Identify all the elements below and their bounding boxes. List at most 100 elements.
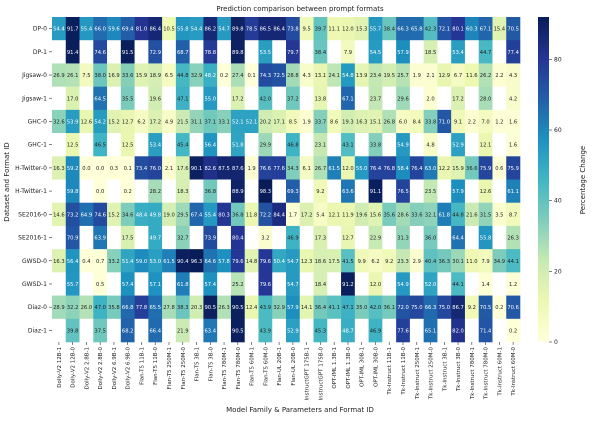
cell-value-label: 18.4 <box>315 282 327 288</box>
cell-value-label: 57.8 <box>218 259 230 265</box>
cell-value-label: 54.4 <box>191 27 203 33</box>
cell-value-label: 4.3 <box>303 73 311 79</box>
cell-value-label: 26.8 <box>383 119 395 125</box>
cell-value-label: 74.6 <box>94 50 106 56</box>
heatmap-cell <box>341 179 356 204</box>
cell-value-label: 47.0 <box>94 305 106 311</box>
cell-value-label: 28.9 <box>53 305 65 311</box>
cell-value-label: 60.3 <box>466 27 478 33</box>
cell-value-label: 12.7 <box>122 119 134 125</box>
cell-value-label: 65.5 <box>149 305 161 311</box>
cell-value-label: 23.7 <box>370 96 382 102</box>
cell-value-label: 36.1 <box>383 305 395 311</box>
cell-value-label: 7.9 <box>344 50 352 56</box>
heatmap-cell <box>506 225 521 250</box>
cell-value-label: 8.6 <box>330 119 338 125</box>
cell-value-label: 57.1 <box>149 282 161 288</box>
heatmap-cell <box>65 40 80 64</box>
heatmap-cell <box>148 40 163 64</box>
heatmap-cell <box>107 133 122 157</box>
cell-value-label: 54.9 <box>397 143 409 149</box>
row-label: GHC-0 <box>28 118 48 125</box>
cell-value-label: 12.6 <box>480 189 492 195</box>
heatmap-cell <box>162 249 177 273</box>
heatmap-cell <box>272 318 287 343</box>
heatmap-cell <box>313 156 328 180</box>
heatmap-cell <box>52 133 67 157</box>
cell-value-label: 70.6 <box>507 305 519 311</box>
cell-value-label: 91.4 <box>67 50 79 56</box>
row-label: SE2016-1 <box>18 235 47 242</box>
column-label: InstructGPT 175B-1 <box>305 347 311 401</box>
cell-value-label: 87.5 <box>218 166 230 172</box>
cell-value-label: 63.6 <box>342 189 354 195</box>
cell-value-label: 21.9 <box>177 328 189 334</box>
heatmap-cell <box>79 295 94 320</box>
heatmap-cell <box>354 249 369 273</box>
heatmap-cell <box>244 40 259 64</box>
heatmap-cell <box>134 17 149 41</box>
cell-value-label: 57.9 <box>452 189 464 195</box>
cell-value-label: 79.6 <box>260 259 272 265</box>
heatmap-cell <box>327 249 342 273</box>
heatmap-cell <box>368 202 383 227</box>
cell-value-label: 73.2 <box>67 212 79 218</box>
column-label: Dolly-V2 12B-0 <box>71 347 77 388</box>
heatmap-cell <box>437 156 452 180</box>
heatmap-cell <box>65 86 80 111</box>
cell-value-label: 0.2 <box>124 189 132 195</box>
heatmap-cell <box>396 318 411 343</box>
heatmap-cell <box>120 86 135 111</box>
cell-value-label: 13.8 <box>315 96 327 102</box>
cell-value-label: 76.5 <box>397 189 409 195</box>
heatmap-cell <box>464 133 479 157</box>
heatmap-cell <box>354 225 369 250</box>
heatmap-cell <box>451 133 466 157</box>
row-label: SE2016-0 <box>18 211 47 218</box>
heatmap-cell <box>120 249 135 273</box>
heatmap-cell <box>368 225 383 250</box>
cell-value-label: 0.1 <box>247 73 255 79</box>
heatmap-cell <box>230 63 245 87</box>
heatmap-cell <box>286 295 301 320</box>
row-label: GHC-1 <box>28 142 48 149</box>
heatmap-cell <box>478 249 493 273</box>
cell-value-label: 17.0 <box>67 96 79 102</box>
cell-value-label: 44.1 <box>507 259 519 265</box>
column-label: Tk-Instruct 11B-1 <box>387 347 393 396</box>
heatmap-cell <box>52 272 67 296</box>
cell-value-label: 16.9 <box>108 73 120 79</box>
heatmap-cell <box>175 225 190 250</box>
cell-value-label: 11.8 <box>246 212 258 218</box>
heatmap-cell <box>203 202 218 227</box>
heatmap-cell <box>217 40 232 64</box>
heatmap-cell <box>162 272 177 296</box>
heatmap-cell <box>409 225 424 250</box>
heatmap-cell <box>354 109 369 134</box>
cell-value-label: 54.9 <box>397 282 409 288</box>
heatmap-cell <box>120 295 135 320</box>
heatmap-cell <box>354 318 369 343</box>
cell-value-label: 86.4 <box>149 27 161 33</box>
heatmap-cell <box>189 40 204 64</box>
heatmap-cell <box>134 295 149 320</box>
cell-value-label: 54.7 <box>287 259 299 265</box>
cell-value-label: 29.6 <box>397 96 409 102</box>
heatmap-cell <box>396 40 411 64</box>
cell-value-label: 49.8 <box>149 212 161 218</box>
heatmap-cell <box>478 17 493 41</box>
heatmap-cell <box>272 17 287 41</box>
cell-value-label: 1.9 <box>247 166 255 172</box>
heatmap-cell <box>451 179 466 204</box>
heatmap-cell <box>65 156 80 180</box>
heatmap-cell <box>148 179 163 204</box>
heatmap-cell <box>492 156 507 180</box>
cell-value-label: 89.8 <box>232 27 244 33</box>
cell-value-label: 80.3 <box>218 212 230 218</box>
heatmap-cell <box>382 202 397 227</box>
heatmap-cell <box>107 109 122 134</box>
cell-value-label: 19.0 <box>163 212 175 218</box>
heatmap-cell <box>464 272 479 296</box>
heatmap-cell <box>52 249 67 273</box>
heatmap-cell <box>451 295 466 320</box>
